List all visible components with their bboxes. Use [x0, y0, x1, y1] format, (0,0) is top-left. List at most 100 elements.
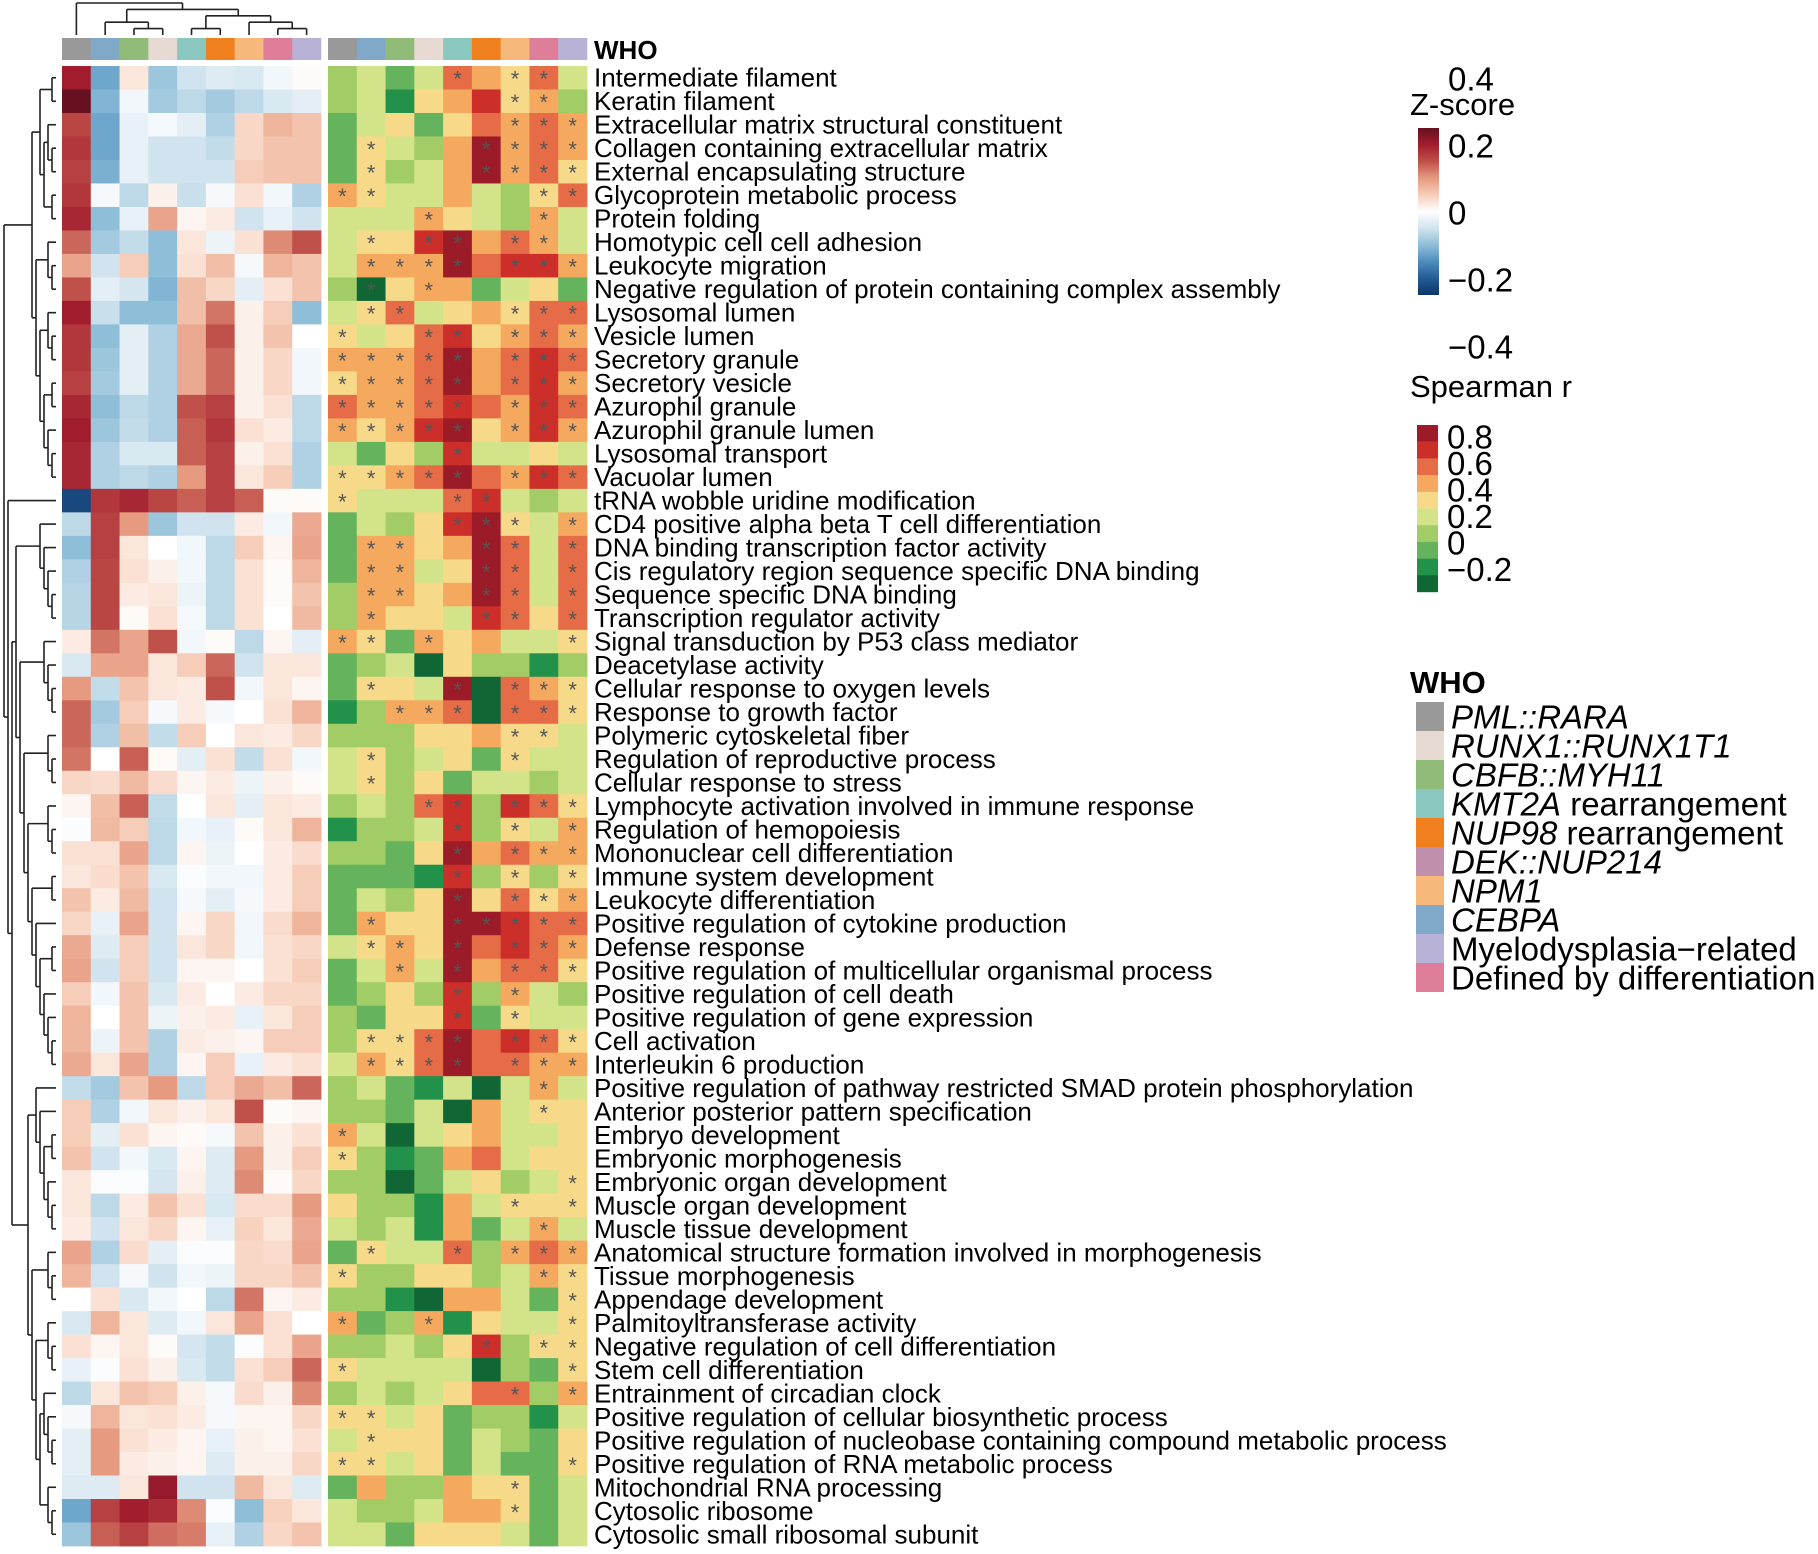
spearman-cell	[385, 1381, 415, 1406]
zscore-cell	[205, 559, 236, 584]
spearman-cell	[356, 347, 386, 372]
zscore-cell	[62, 89, 92, 114]
spearman-cell	[443, 277, 473, 302]
significance-star: *	[453, 701, 462, 726]
zscore-cell	[119, 911, 149, 936]
spearman-cell	[558, 1099, 588, 1124]
zscore-cell	[234, 770, 264, 795]
spearman-cell	[500, 253, 530, 278]
significance-star: *	[540, 325, 549, 350]
spearman-cell	[443, 1522, 473, 1547]
column-dendrogram	[75, 2, 308, 35]
spearman-cell	[529, 747, 559, 772]
significance-star: *	[568, 396, 577, 421]
zscore-cell	[263, 1170, 293, 1195]
row-label: Cell activation	[594, 1026, 756, 1056]
row-label: Cytosolic small ribosomal subunit	[594, 1519, 979, 1549]
zscore-cell	[119, 1287, 149, 1312]
spearman-cell	[558, 935, 588, 960]
spearman-cell	[356, 864, 386, 889]
spearman-cell	[500, 1123, 530, 1148]
zscore-cell	[234, 488, 264, 513]
spearman-cell	[471, 136, 502, 161]
significance-star: *	[511, 302, 520, 327]
zscore-cell	[177, 817, 207, 842]
spearman-cell	[443, 1240, 473, 1265]
significance-star: *	[568, 560, 577, 585]
spearman-cell	[443, 230, 473, 255]
spearman-cell	[529, 277, 559, 302]
zscore-cell	[205, 723, 236, 748]
spearman-cell	[558, 1029, 588, 1054]
significance-star: *	[540, 1100, 549, 1125]
zscore-cell	[148, 136, 178, 161]
zscore-cell	[90, 488, 120, 513]
spearman-cell	[356, 1475, 386, 1500]
annotation-cell-spearman	[328, 38, 358, 60]
significance-star: *	[540, 725, 549, 750]
zscore-cell	[205, 888, 236, 913]
spearman-cell	[529, 864, 559, 889]
zscore-cell	[292, 629, 322, 654]
spearman-cell	[529, 606, 559, 631]
zscore-cell	[263, 1099, 293, 1124]
spearman-cell	[414, 371, 444, 396]
zscore-cell	[205, 1405, 236, 1429]
row-label: Palmitoyltransferase activity	[594, 1308, 916, 1338]
significance-star: *	[453, 231, 462, 256]
zscore-cell	[148, 676, 178, 701]
zscore-cell	[119, 66, 149, 90]
significance-star: *	[511, 325, 520, 350]
significance-star: *	[511, 255, 520, 280]
significance-star: *	[338, 396, 347, 421]
spearman-cell	[471, 559, 502, 584]
significance-star: *	[424, 325, 433, 350]
zscore-cell	[177, 1264, 207, 1288]
spearman-cell	[385, 958, 415, 983]
spearman-cell	[356, 1193, 386, 1218]
zscore-cell	[177, 723, 207, 748]
zscore-cell	[263, 982, 293, 1007]
zscore-cell	[119, 1264, 149, 1288]
spearman-cell	[558, 1475, 588, 1500]
zscore-cell	[292, 1405, 322, 1429]
zscore-cell	[263, 206, 293, 231]
zscore-cell	[62, 1029, 92, 1054]
zscore-cell	[62, 935, 92, 960]
spearman-cell	[500, 1076, 530, 1101]
spearman-cell	[385, 1146, 415, 1171]
zscore-cell	[62, 136, 92, 161]
spearman-cell	[414, 66, 444, 90]
zscore-cell	[263, 629, 293, 654]
annotation-cell-spearman	[414, 38, 444, 60]
significance-star: *	[540, 255, 549, 280]
spearman-cell	[529, 253, 559, 278]
significance-star: *	[568, 1053, 577, 1078]
significance-star: *	[396, 537, 405, 562]
zscore-cell	[177, 1029, 207, 1054]
spearman-cell	[471, 1217, 502, 1242]
zscore-cell	[90, 723, 120, 748]
zscore-cell	[119, 982, 149, 1007]
row-label: Lysosomal transport	[594, 439, 828, 469]
zscore-cell	[119, 1381, 149, 1406]
significance-star: *	[338, 466, 347, 491]
spearman-cell	[471, 911, 502, 936]
zscore-cell	[263, 1405, 293, 1429]
zscore-cell	[119, 770, 149, 795]
significance-star: *	[367, 1453, 376, 1478]
spearman-cell	[471, 1170, 502, 1195]
spearman-cell	[414, 206, 444, 231]
spearman-cell	[414, 1334, 444, 1359]
significance-star: *	[396, 255, 405, 280]
spearman-cell	[414, 770, 444, 795]
significance-star: *	[338, 1124, 347, 1149]
spearman-cell	[328, 606, 358, 631]
significance-star: *	[511, 466, 520, 491]
significance-star: *	[540, 795, 549, 820]
spearman-cell	[500, 888, 530, 913]
significance-star: *	[482, 490, 491, 515]
zscore-cell	[62, 347, 92, 372]
zscore-cell	[292, 1287, 322, 1312]
spearman-cell	[356, 89, 386, 114]
